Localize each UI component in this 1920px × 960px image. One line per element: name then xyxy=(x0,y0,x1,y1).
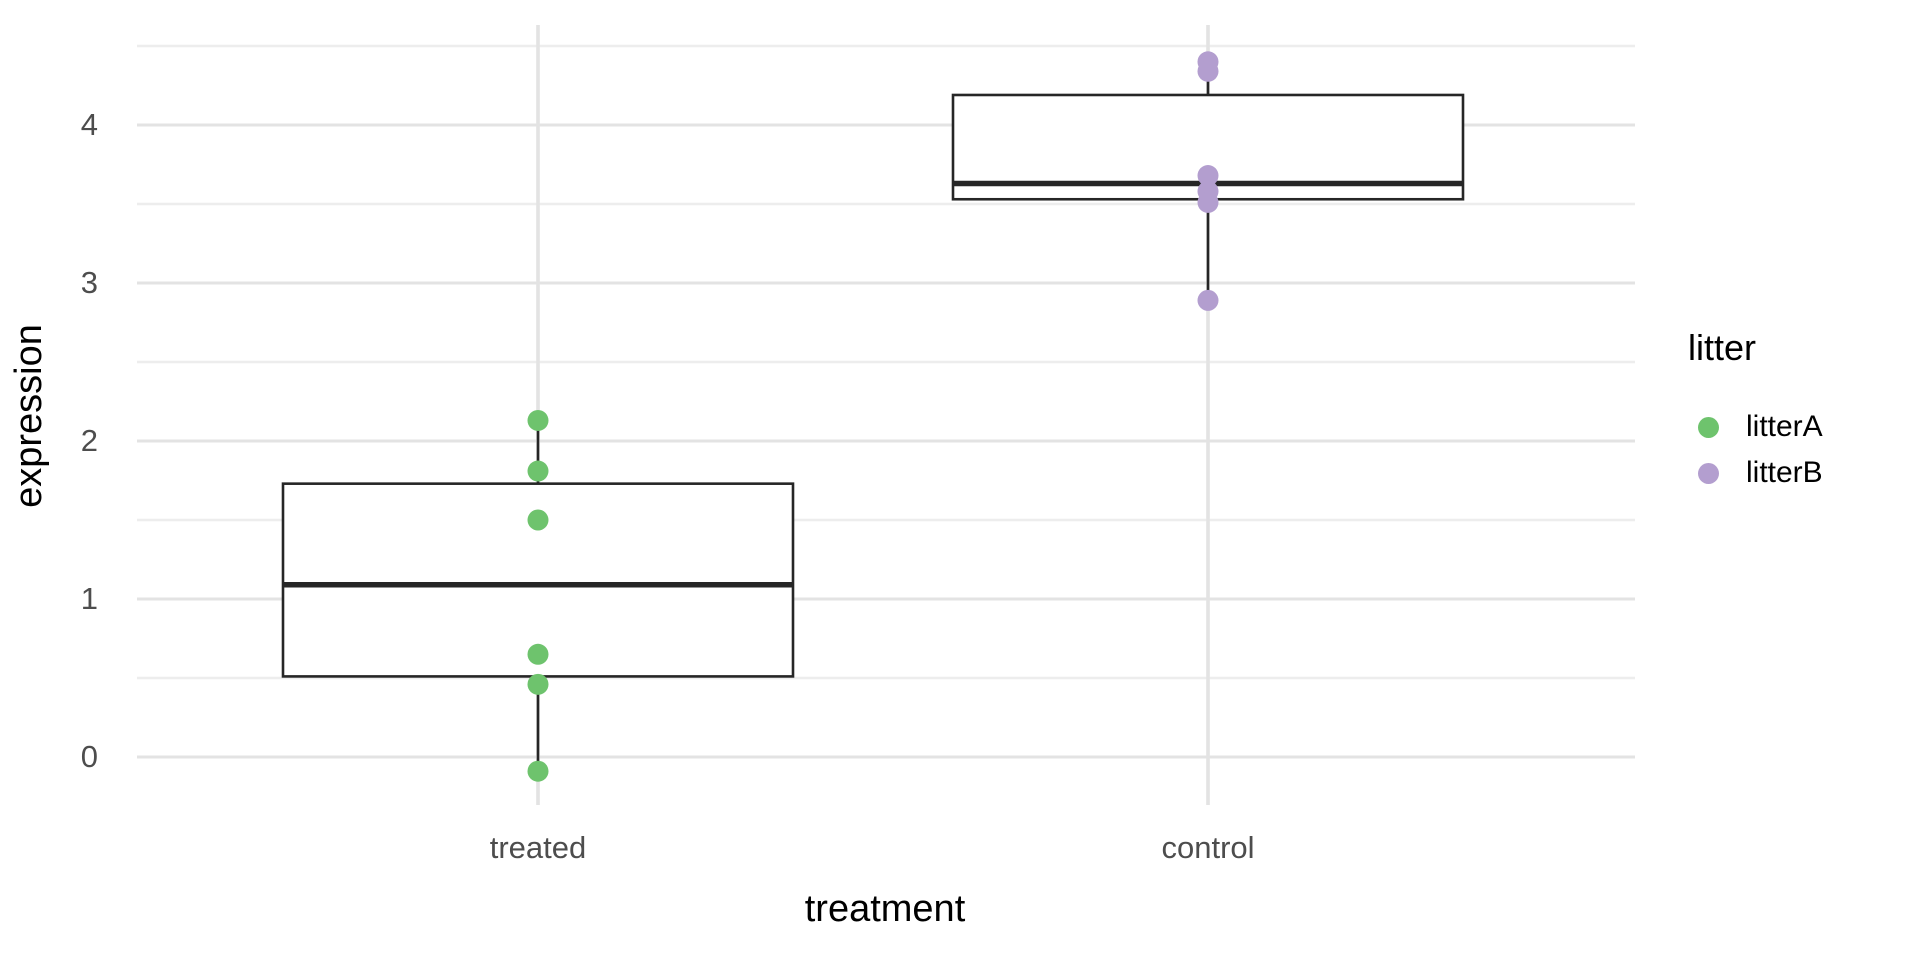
legend-dot-icon xyxy=(1698,462,1719,484)
y-tick-label: 3 xyxy=(80,265,98,300)
legend-label: litterA xyxy=(1746,410,1823,443)
y-tick-label: 4 xyxy=(80,107,98,142)
x-axis-title: treatment xyxy=(804,888,966,930)
legend-items: litterA litterB xyxy=(1688,404,1823,496)
x-tick-label-treated: treated xyxy=(489,830,587,865)
legend-label: litterB xyxy=(1746,456,1823,489)
legend-item-litterB: litterB xyxy=(1688,450,1823,496)
data-point-litterB xyxy=(1197,60,1219,82)
y-tick-label: 0 xyxy=(80,739,98,774)
y-tick-label: 1 xyxy=(80,581,98,616)
data-point-litterA xyxy=(527,460,549,482)
data-point-litterA xyxy=(527,509,549,531)
y-tick-label: 2 xyxy=(80,423,98,458)
x-tick-label-control: control xyxy=(1161,830,1255,865)
data-point-litterA xyxy=(527,409,549,431)
data-point-litterA xyxy=(527,760,549,782)
data-point-litterB xyxy=(1197,165,1219,187)
data-point-litterB xyxy=(1197,289,1219,311)
data-point-litterA xyxy=(527,673,549,695)
data-point-litterA xyxy=(527,643,549,665)
data-point-litterB xyxy=(1197,191,1219,213)
legend-title: litter xyxy=(1688,327,1757,368)
legend-dot-icon xyxy=(1698,416,1719,438)
y-axis-title: expression xyxy=(8,324,50,508)
legend: litter litterA litterB xyxy=(1688,326,1823,496)
legend-item-litterA: litterA xyxy=(1688,404,1823,450)
